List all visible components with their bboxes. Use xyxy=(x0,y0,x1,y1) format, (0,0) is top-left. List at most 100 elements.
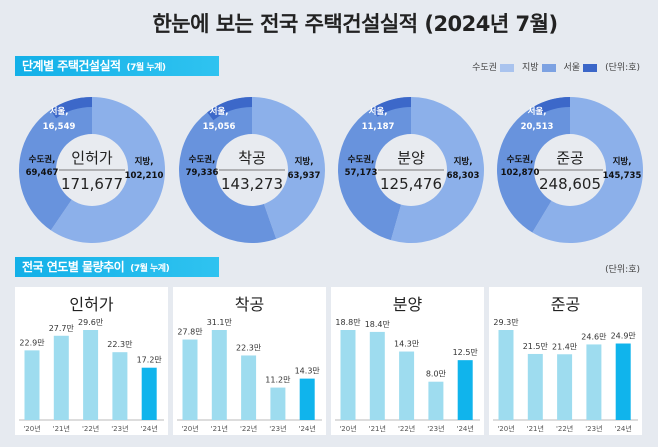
bar xyxy=(182,339,198,420)
jibang-label: 지방, xyxy=(295,156,314,167)
bar xyxy=(299,378,315,420)
slice-jibang xyxy=(390,97,484,243)
bar-label: 24.6만 xyxy=(581,332,607,341)
unit-label: (단위:호) xyxy=(605,265,640,275)
jibang-value: 102,210 xyxy=(125,171,164,181)
slice-seoul xyxy=(207,97,252,121)
x-tick-label: '20년 xyxy=(23,424,40,433)
section-note: (7월 누계) xyxy=(130,264,170,274)
bar xyxy=(53,335,69,420)
section-header-trend: 전국 연도별 물량추이 (7월 누계) xyxy=(15,257,219,277)
x-tick-label: '21년 xyxy=(53,424,70,433)
bar-label: 14.3만 xyxy=(394,340,420,349)
donut-total: 143,273 xyxy=(221,175,283,193)
legend: 수도권 지방 서울 (단위:호) xyxy=(472,60,640,73)
bar xyxy=(340,330,356,420)
page-title: 한눈에 보는 전국 주택건설실적 (2024년 7월) xyxy=(152,12,558,36)
legend-label: 지방 xyxy=(521,63,539,73)
bar-chart-4: 준공 29.3만 '20년 21.5만 '21년 21.4만 '22년 24.6만 '23년 24… xyxy=(489,287,642,435)
chart-title: 준공 xyxy=(550,295,581,314)
sudo-value: 102,870 xyxy=(501,168,540,178)
bar-label: 29.3만 xyxy=(493,318,519,327)
bar-label: 31.1만 xyxy=(207,318,233,327)
slice-sudo xyxy=(496,97,570,233)
donut-2: 착공 143,273 서울, 15,056 수도권, 79,336 지방, 63,937 xyxy=(179,97,326,243)
x-tick-label: '21년 xyxy=(527,424,544,433)
legend-label: 수도권 xyxy=(472,63,497,73)
x-tick-label: '20년 xyxy=(497,424,514,433)
bar-label: 12.5만 xyxy=(453,348,479,357)
seoul-label: 서울, xyxy=(528,106,547,117)
legend-item-jibang: 지방 xyxy=(522,60,556,73)
bar xyxy=(141,367,157,420)
x-tick-label: '22년 xyxy=(82,424,99,433)
donut-charts: 인허가 171,677 서울, 16,549 수도권, 69,467 지방, 102,210 착… xyxy=(19,97,643,244)
unit-label: (단위:호) xyxy=(605,63,640,73)
bar-label: 17.2만 xyxy=(137,356,163,365)
slice-jibang xyxy=(50,97,166,244)
jibang-label: 지방, xyxy=(454,156,473,167)
legend-item-sudo: 수도권 xyxy=(472,60,514,73)
donut-4: 준공 248,605 서울, 20,513 수도권, 102,870 지방, 145,735 xyxy=(496,97,643,243)
donut-1: 인허가 171,677 서울, 16,549 수도권, 69,467 지방, 102,210 xyxy=(19,97,166,244)
sudo-label: 수도권, xyxy=(507,154,534,165)
seoul-label: 서울, xyxy=(50,106,69,117)
sudo-value: 69,467 xyxy=(26,168,59,178)
jibang-label: 지방, xyxy=(135,156,154,167)
sudo-label: 수도권, xyxy=(348,154,375,165)
bar-label: 21.5만 xyxy=(523,342,549,351)
bar xyxy=(83,330,99,420)
donut-title: 분양 xyxy=(397,149,425,167)
bar xyxy=(615,343,631,420)
bar-label: 22.9만 xyxy=(19,338,45,347)
slice-sudo xyxy=(179,97,277,243)
bar-label: 22.3만 xyxy=(236,343,262,352)
legend-swatch xyxy=(583,63,598,72)
sudo-label: 수도권, xyxy=(189,154,216,165)
x-tick-label: '22년 xyxy=(240,424,257,433)
jibang-value: 68,303 xyxy=(447,171,480,181)
donut-title: 인허가 xyxy=(71,149,113,167)
slice-sudo xyxy=(19,97,93,231)
bar-label: 21.4만 xyxy=(552,342,578,351)
legend-item-seoul: 서울 xyxy=(564,60,598,73)
jibang-value: 145,735 xyxy=(603,171,642,181)
bar-chart-2: 착공 27.8만 '20년 31.1만 '21년 22.3만 '22년 11.2만 '23년 14… xyxy=(173,287,326,435)
chart-title: 착공 xyxy=(234,295,265,314)
x-tick-label: '20년 xyxy=(181,424,198,433)
legend-label: 서울 xyxy=(563,63,581,73)
bar-chart-1: 인허가 22.9만 '20년 27.7만 '21년 29.6만 '22년 22.3만 '23년 1… xyxy=(15,287,168,435)
section-header-stage: 단계별 주택건설실적 (7월 누계) xyxy=(15,56,219,76)
bar xyxy=(586,344,602,420)
donut-total: 125,476 xyxy=(380,175,442,193)
bar xyxy=(498,330,514,420)
chart-title: 분양 xyxy=(392,295,423,314)
bar-chart-3: 분양 18.8만 '20년 18.4만 '21년 14.3만 '22년 8.0만 '23년 12.… xyxy=(331,287,484,435)
bar xyxy=(428,381,444,420)
bar xyxy=(270,387,286,420)
legend-swatch xyxy=(499,63,514,72)
bar-label: 18.8만 xyxy=(335,318,361,327)
x-tick-label: '22년 xyxy=(556,424,573,433)
bar-label: 18.4만 xyxy=(365,320,391,329)
sudo-value: 57,173 xyxy=(345,168,378,178)
section-label: 전국 연도별 물량추이 xyxy=(22,260,125,274)
bar-label: 11.2만 xyxy=(265,376,291,385)
bar xyxy=(369,331,385,420)
seoul-value: 20,513 xyxy=(521,122,554,132)
bar-label: 29.6만 xyxy=(78,318,104,327)
donut-3: 분양 125,476 서울, 11,187 수도권, 57,173 지방, 68,303 xyxy=(337,97,484,243)
section-note: (7월 누계) xyxy=(126,63,166,73)
seoul-label: 서울, xyxy=(369,106,388,117)
bar xyxy=(211,330,227,420)
bar xyxy=(241,355,257,420)
x-tick-label: '24년 xyxy=(457,424,474,433)
x-tick-label: '23년 xyxy=(427,424,444,433)
chart-title: 인허가 xyxy=(69,295,114,314)
bar-label: 8.0만 xyxy=(426,370,447,379)
donut-title: 착공 xyxy=(238,149,266,167)
x-tick-label: '21년 xyxy=(369,424,386,433)
jibang-label: 지방, xyxy=(613,156,632,167)
sudo-value: 79,336 xyxy=(186,168,219,178)
bar-label: 27.8만 xyxy=(177,328,203,337)
